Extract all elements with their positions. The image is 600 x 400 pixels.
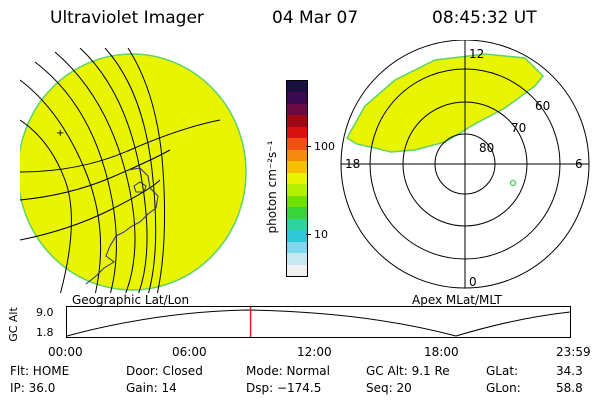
mlt-label-12: 12 [469,47,484,61]
colorbar-strip [287,103,307,116]
colorbar-strip [287,115,307,127]
info-glat-value: 34.3 [556,364,583,378]
info-gain: Gain: 14 [126,381,177,395]
mlt-label-18: 18 [345,157,360,171]
colorbar-tick-label-10: 10 [314,228,328,241]
alt-xtick-1200: 12:00 [297,345,332,359]
altitude-curve [66,309,571,337]
colorbar-strip [287,264,307,276]
alt-xtick-1800: 18:00 [424,345,459,359]
colorbar-strip [287,218,307,231]
colorbar-strip [287,81,307,93]
alt-ytick-9: 9.0 [36,306,54,319]
colorbar-tick-10 [306,234,311,235]
colorbar-tick-100 [306,146,311,147]
info-glon-value: 58.8 [556,381,583,395]
colorbar-strip [287,126,307,139]
info-gc-alt: GC Alt: 9.1 Re [366,364,450,378]
colorbar-tick-label-100: 100 [314,140,335,153]
alt-xtick-0600: 06:00 [172,345,207,359]
info-door: Door: Closed [126,364,203,378]
colorbar-strip [287,138,307,150]
time-label: 08:45:32 UT [432,8,537,28]
lat-label-60: 60 [535,99,550,113]
lat-label-80: 80 [479,141,494,155]
alt-xtick-0000: 00:00 [48,345,83,359]
colorbar-strip [287,230,307,242]
colorbar-strip [287,241,307,254]
polar-map: 12 18 6 0 60 70 80 [340,40,590,289]
colorbar-strip [287,195,307,208]
app-title: Ultraviolet Imager [50,8,204,28]
geographic-map: + [20,48,247,293]
lat-label-70: 70 [511,121,526,135]
info-dsp: Dsp: −174.5 [246,381,322,395]
colorbar-strip [287,149,307,162]
alt-xtick-2359: 23:59 [556,345,591,359]
auroral-region [345,53,545,153]
colorbar-strip [287,172,307,185]
mlt-label-0: 0 [469,275,477,289]
alt-ytick-1-8: 1.8 [36,326,54,339]
coastline [85,167,159,285]
geo-caption: Geographic Lat/Lon [72,293,190,307]
alt-ylabel: GC Alt [6,307,20,342]
polar-caption: Apex MLat/MLT [412,293,502,307]
colorbar [286,80,308,277]
mlt-label-6: 6 [575,157,583,171]
colorbar-strip [287,161,307,173]
date-label: 04 Mar 07 [272,8,359,28]
polar-marker [509,179,517,187]
info-glon-label: GLon: [486,381,521,395]
info-flt: Flt: HOME [10,364,70,378]
altitude-plot [66,306,571,338]
colorbar-label: photon cm⁻²s⁻¹ [265,140,279,234]
colorbar-strip [287,184,307,196]
info-ip: IP: 36.0 [10,381,56,395]
info-mode: Mode: Normal [246,364,330,378]
colorbar-strip [287,253,307,265]
info-glat-label: GLat: [486,364,519,378]
colorbar-strip [287,207,307,219]
info-seq: Seq: 20 [366,381,412,395]
geo-marker: + [56,128,64,139]
colorbar-strip [287,92,307,104]
